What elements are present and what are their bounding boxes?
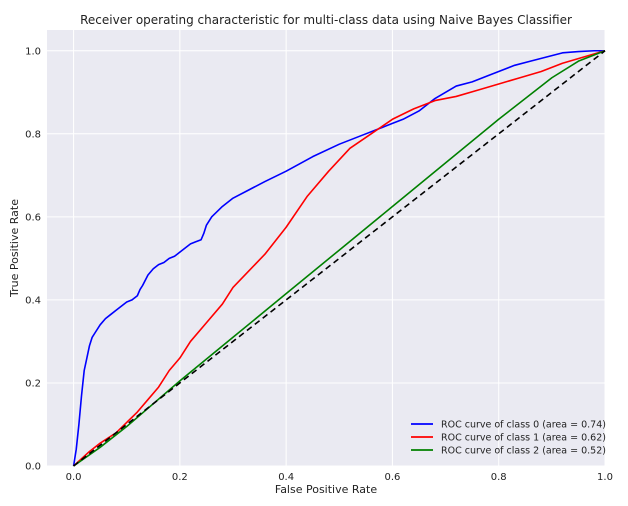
x-tick-label: 0.8	[491, 472, 507, 483]
series-line-class-0	[72, 49, 605, 467]
y-axis-label: True Positive Rate	[8, 199, 21, 298]
chart-title: Receiver operating characteristic for mu…	[80, 13, 572, 27]
y-axis-ticks: 0.0 0.2 0.4 0.6 0.8 1.0	[25, 46, 41, 472]
plot-background	[47, 30, 605, 466]
series-line-class-2	[73, 50, 606, 467]
x-tick-label: 0.2	[172, 472, 188, 483]
series-line-class-1	[73, 49, 606, 467]
legend-entry-label: ROC curve of class 2 (area = 0.52)	[441, 446, 606, 457]
x-axis-ticks: 0.0 0.2 0.4 0.6 0.8 1.0	[66, 472, 613, 483]
y-tick-label: 0.2	[25, 378, 41, 389]
legend-entry-label: ROC curve of class 0 (area = 0.74)	[441, 420, 606, 431]
x-tick-label: 0.0	[66, 472, 82, 483]
x-tick-label: 1.0	[597, 472, 613, 483]
series-layer	[72, 49, 606, 467]
x-axis-label: False Positive Rate	[275, 483, 377, 496]
legend: ROC curve of class 0 (area = 0.74) ROC cu…	[411, 420, 606, 457]
y-tick-label: 0.6	[25, 212, 41, 223]
grid-lines	[47, 30, 606, 467]
y-tick-label: 1.0	[25, 46, 41, 57]
x-tick-label: 0.4	[278, 472, 294, 483]
y-tick-label: 0.0	[25, 462, 41, 473]
y-tick-label: 0.4	[25, 295, 41, 306]
y-tick-label: 0.8	[25, 129, 41, 140]
legend-entry-label: ROC curve of class 1 (area = 0.62)	[441, 433, 606, 444]
x-tick-label: 0.6	[384, 472, 400, 483]
chance-diagonal-line	[73, 50, 606, 467]
